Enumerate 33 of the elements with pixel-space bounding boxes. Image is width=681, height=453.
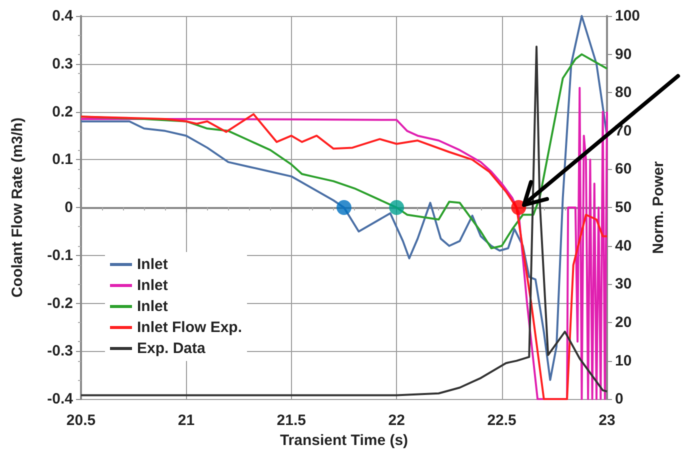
y2-tick-label: 20 <box>615 314 632 331</box>
legend-label: Inlet <box>137 256 168 273</box>
y2-tick-label: 80 <box>615 84 632 102</box>
legend-label: Inlet <box>137 298 168 315</box>
y2-axis-title: Norm. Power <box>650 161 667 254</box>
y2-tick-label: 60 <box>615 160 632 178</box>
y-tick-label: -0.2 <box>47 294 73 312</box>
x-axis-title: Transient Time (s) <box>280 432 408 449</box>
legend-label: Inlet Flow Exp. <box>137 319 242 336</box>
y-tick-label: 0.3 <box>52 55 73 72</box>
y-tick-label: 0.2 <box>52 103 73 120</box>
x-tick-label: 23 <box>598 412 616 430</box>
y2-tick-label: 50 <box>615 199 632 216</box>
y-tick-label: -0.3 <box>47 342 73 360</box>
x-tick-label: 22.5 <box>487 412 516 430</box>
y2-tick-label: 90 <box>615 46 632 63</box>
y2-tick-label: 40 <box>615 237 632 254</box>
legend-label: Exp. Data <box>137 340 206 357</box>
y2-tick-label: 30 <box>615 276 632 293</box>
y-tick-label: 0.4 <box>52 8 74 24</box>
y-tick-label: 0 <box>64 199 73 216</box>
x-tick-label: 21 <box>178 412 195 430</box>
y2-tick-label: 10 <box>615 352 632 370</box>
y2-tick-label: 0 <box>615 390 624 408</box>
x-tick-label: 21.5 <box>276 412 306 430</box>
y-tick-label: -0.1 <box>47 246 73 264</box>
y-axis-title: Coolant Flow Rate (m3/h) <box>9 118 26 298</box>
x-tick-label: 22 <box>388 412 405 430</box>
x-tick-label: 20.5 <box>66 412 96 430</box>
legend-label: Inlet <box>137 277 168 294</box>
y-tick-label: -0.4 <box>47 390 74 408</box>
y2-tick-label: 100 <box>615 8 640 24</box>
y-tick-label: 0.1 <box>52 151 73 168</box>
